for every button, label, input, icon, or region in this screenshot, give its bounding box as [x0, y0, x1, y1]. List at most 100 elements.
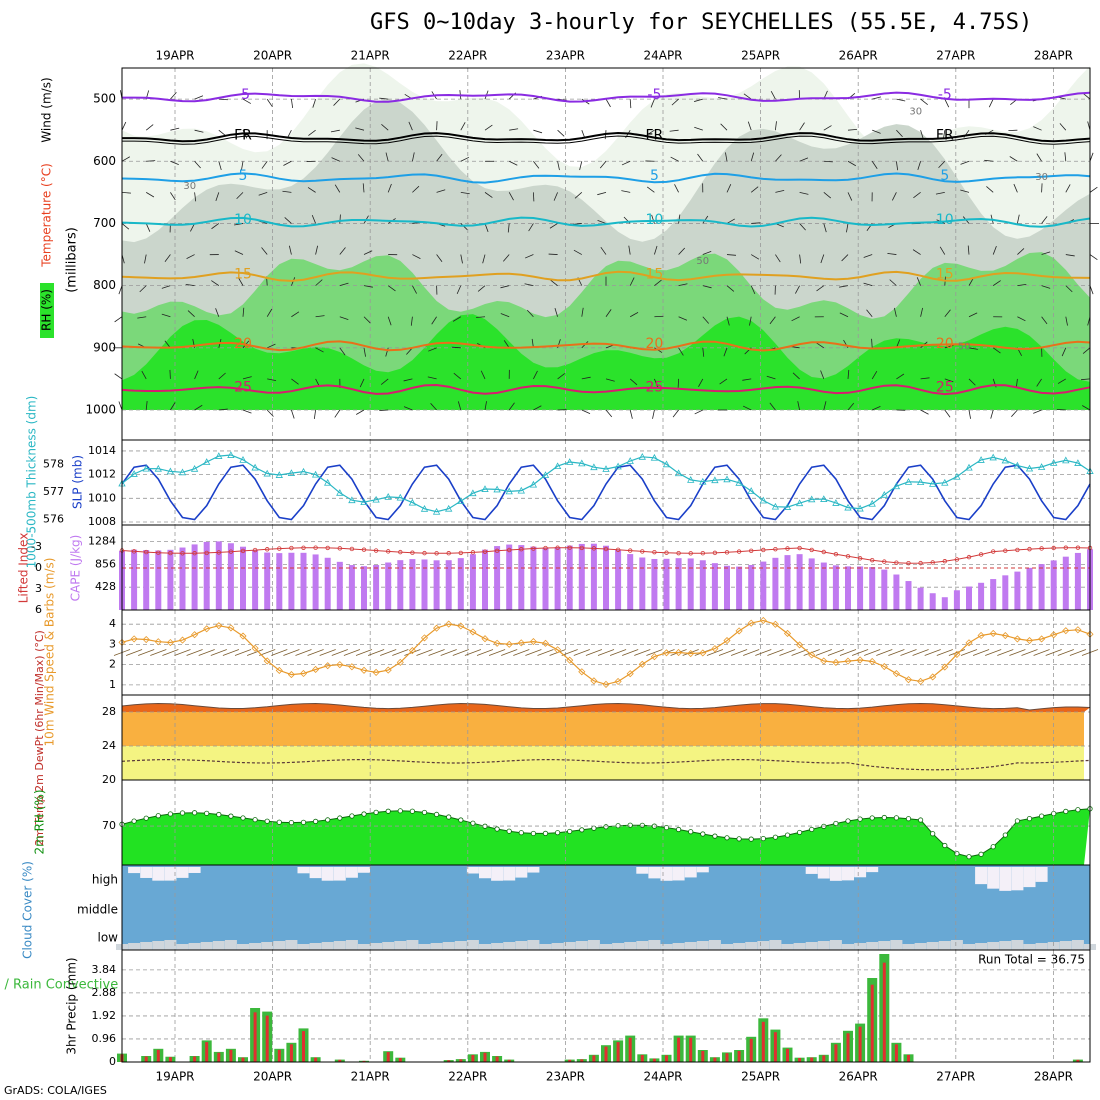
- x-tick-label-bottom: 25APR: [741, 1070, 780, 1084]
- lifted-index-line: [121, 547, 1091, 564]
- wind-barb: [452, 649, 469, 656]
- wind-barb: [174, 649, 191, 656]
- wind-speed-marker: [493, 639, 501, 647]
- lifted-index-marker: [918, 560, 923, 566]
- precip-convective-bar: [241, 1057, 245, 1062]
- precip-convective-bar: [459, 1059, 463, 1062]
- cloud-low-fill: [672, 943, 685, 950]
- thickness-marker: [735, 478, 743, 486]
- cloud-low-fill: [987, 942, 1000, 950]
- wind-barb: [599, 161, 607, 169]
- temp-tick-label: 20: [102, 773, 116, 786]
- wind-barb: [726, 218, 735, 224]
- wind-barb: [218, 372, 226, 380]
- thickness-marker: [771, 502, 780, 510]
- credit-label: GrADS: COLA/IGES: [4, 1084, 107, 1097]
- lifted-index-marker: [688, 551, 693, 556]
- lifted-index-marker: [349, 546, 355, 552]
- wind-barb: [972, 649, 990, 656]
- cape-bar: [433, 560, 440, 610]
- wind-barb: [138, 649, 155, 656]
- cloud-low-fill: [781, 944, 794, 950]
- thickness-line: [121, 454, 1091, 513]
- wind-barb: [694, 126, 703, 131]
- wind-barb: [847, 192, 853, 201]
- wind-barb: [847, 402, 855, 411]
- thickness-marker: [287, 469, 296, 476]
- wind-barb: [820, 370, 825, 380]
- wind-barb: [750, 285, 756, 295]
- thickness-marker: [251, 463, 259, 471]
- cloud-low-fill: [418, 944, 431, 950]
- rh2m-marker: [1014, 818, 1021, 824]
- wind-barb: [726, 285, 735, 292]
- wind-barb: [315, 347, 324, 353]
- wind-speed-marker: [360, 666, 368, 674]
- wind-barb: [261, 247, 268, 255]
- cape-bar: [724, 565, 730, 610]
- wind-barb: [939, 246, 946, 255]
- lifted-index-marker: [567, 545, 572, 550]
- thickness-marker: [699, 477, 707, 485]
- wind-speed-marker: [566, 656, 574, 664]
- rh2m-marker: [930, 831, 936, 837]
- cape-bar: [530, 546, 537, 610]
- wind-speed-marker: [529, 638, 537, 646]
- rh2m-marker: [554, 830, 561, 836]
- rh2m-marker: [954, 850, 960, 857]
- rh2m-marker: [978, 851, 984, 857]
- wind-speed-marker: [420, 634, 429, 642]
- wind-barb: [315, 279, 323, 286]
- cape-bar: [736, 566, 743, 610]
- cape-tick-label: 428: [95, 580, 116, 593]
- lifted-index-marker: [337, 546, 342, 551]
- wind-barb: [630, 312, 639, 318]
- cloud-axis-label: Cloud Cover (%): [21, 861, 35, 959]
- thickness-marker: [602, 465, 610, 472]
- isotherm-label: 25: [936, 379, 954, 395]
- wind-barb: [651, 214, 655, 224]
- wind-barb: [750, 152, 755, 162]
- isotherm-label: -5: [938, 87, 952, 103]
- wind-barb: [553, 192, 558, 201]
- rh2m-marker: [869, 815, 875, 821]
- cape-bar: [760, 561, 767, 610]
- thickness-marker: [638, 452, 646, 460]
- wind-barb: [139, 285, 147, 293]
- cloud-low-fill: [273, 941, 286, 950]
- cloud-low-fill: [902, 944, 915, 950]
- wind-barb: [827, 649, 845, 656]
- rh2m-marker: [458, 817, 464, 823]
- cloud-gap-high: [321, 867, 334, 881]
- wind-barb: [629, 277, 635, 286]
- wind-barb: [416, 649, 433, 656]
- wind-barb: [913, 192, 921, 199]
- precip-convective-bar: [580, 1059, 584, 1062]
- precip-convective-bar: [810, 1057, 814, 1062]
- lifted-index-marker: [289, 545, 294, 551]
- cape-bar: [881, 569, 888, 610]
- cloud-gap-high: [648, 867, 661, 879]
- wind-barb: [678, 247, 686, 255]
- wind-barb: [1017, 283, 1027, 287]
- wind-barb: [500, 313, 510, 318]
- wind-barb: [985, 649, 1002, 656]
- rh2m-marker: [179, 810, 186, 816]
- cape-bar: [1050, 560, 1057, 610]
- cloud-low-fill: [805, 942, 818, 950]
- wind-barb: [697, 153, 704, 162]
- wind-barb: [678, 347, 684, 356]
- lifted-index-marker: [470, 550, 476, 555]
- precip-convective-bar: [253, 1012, 257, 1062]
- cloud-low-fill: [224, 940, 237, 950]
- thickness-marker: [1001, 456, 1009, 464]
- wind-barb: [795, 285, 800, 294]
- wind-barb: [460, 191, 470, 195]
- wind-speed-marker: [481, 635, 489, 643]
- wind-barb: [797, 401, 800, 411]
- precip-convective-bar: [156, 1049, 160, 1062]
- cloud-gap-high: [176, 867, 189, 878]
- wind-barb: [313, 409, 316, 419]
- wind-barb: [889, 279, 897, 286]
- lifted-index-marker: [857, 556, 863, 561]
